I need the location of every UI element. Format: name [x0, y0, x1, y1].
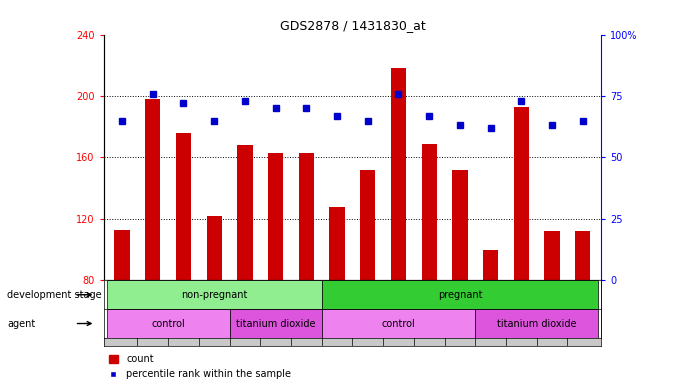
Bar	[207, 216, 222, 280]
Text: GSM180984: GSM180984	[394, 283, 403, 330]
Bar	[330, 207, 345, 280]
Text: GSM180981: GSM180981	[302, 283, 311, 329]
Bar	[483, 250, 498, 280]
Text: control: control	[381, 318, 415, 329]
Text: titanium dioxide: titanium dioxide	[236, 318, 315, 329]
Bar	[145, 99, 160, 280]
Bar	[106, 309, 229, 338]
Text: GSM180978: GSM180978	[209, 283, 219, 330]
Legend: count, percentile rank within the sample: count, percentile rank within the sample	[108, 354, 291, 379]
Bar	[322, 280, 598, 309]
Text: development stage: development stage	[7, 290, 102, 300]
Bar	[575, 231, 590, 280]
Text: GSM180988: GSM180988	[578, 283, 587, 329]
Text: GSM180979: GSM180979	[240, 283, 249, 330]
Text: control: control	[151, 318, 185, 329]
Text: titanium dioxide: titanium dioxide	[497, 318, 576, 329]
Bar	[513, 107, 529, 280]
Text: pregnant: pregnant	[437, 290, 482, 300]
Bar	[106, 280, 322, 309]
Text: GSM180976: GSM180976	[117, 283, 126, 330]
Text: GSM180985: GSM180985	[149, 283, 158, 330]
Text: GSM180977: GSM180977	[363, 283, 372, 330]
Text: non-pregnant: non-pregnant	[181, 290, 247, 300]
Bar	[176, 133, 191, 280]
Text: GSM180983: GSM180983	[517, 283, 526, 330]
Text: GSM180990: GSM180990	[455, 283, 464, 330]
Bar	[391, 68, 406, 280]
Text: agent: agent	[7, 318, 35, 329]
Text: GSM180980: GSM180980	[271, 283, 280, 330]
Bar	[322, 309, 475, 338]
Title: GDS2878 / 1431830_at: GDS2878 / 1431830_at	[280, 19, 425, 32]
Bar	[299, 153, 314, 280]
Bar	[229, 309, 322, 338]
Bar	[237, 145, 253, 280]
Text: GSM180986: GSM180986	[425, 283, 434, 330]
Bar	[422, 144, 437, 280]
Bar	[360, 170, 375, 280]
Text: GSM180989: GSM180989	[179, 283, 188, 330]
Text: GSM180975: GSM180975	[332, 283, 341, 330]
Bar	[452, 170, 468, 280]
Bar	[475, 309, 598, 338]
Text: GSM180987: GSM180987	[547, 283, 556, 330]
Bar	[545, 231, 560, 280]
Text: GSM180982: GSM180982	[486, 283, 495, 329]
Bar	[268, 153, 283, 280]
Bar	[115, 230, 130, 280]
